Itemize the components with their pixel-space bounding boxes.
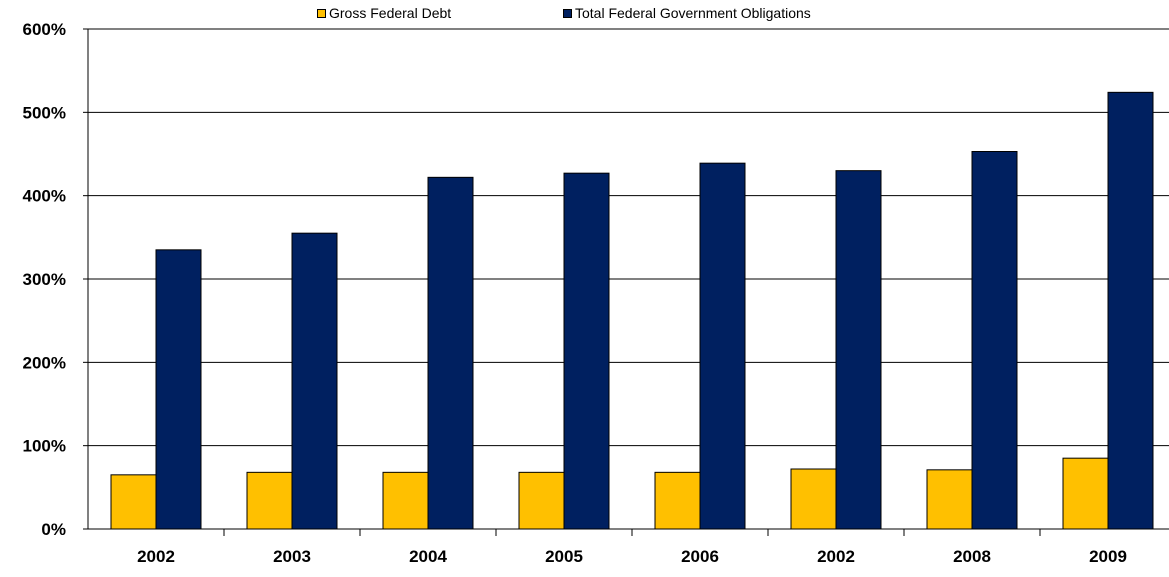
y-tick-label: 400% <box>23 187 66 206</box>
bars <box>110 91 1154 530</box>
y-tick-labels: 0% 100% 200% 300% 400% 500% 600% <box>23 20 66 539</box>
bar-total-federal-government-obligations-2004 <box>427 176 474 530</box>
legend-item-total-obligations: Total Federal Government Obligations <box>563 5 811 21</box>
bar-total-federal-government-obligations-2008 <box>971 151 1018 530</box>
y-tick-label: 200% <box>23 353 66 372</box>
bar-total-federal-government-obligations-2002 <box>835 170 882 530</box>
bar-total-federal-government-obligations-2003 <box>291 232 338 530</box>
legend-label-gross-federal-debt: Gross Federal Debt <box>329 5 452 21</box>
bar-gross-federal-debt-2002 <box>110 474 157 530</box>
x-tick-label: 2002 <box>137 547 175 566</box>
x-tick-label: 2006 <box>681 547 719 566</box>
x-tick-label: 2009 <box>1089 547 1127 566</box>
bar-gross-federal-debt-2004 <box>382 471 429 530</box>
bar-gross-federal-debt-2003 <box>246 471 293 530</box>
y-tick-label: 100% <box>23 437 66 456</box>
axes <box>83 28 1169 536</box>
legend-label-total-obligations: Total Federal Government Obligations <box>575 5 811 21</box>
x-tick-label: 2003 <box>273 547 311 566</box>
y-tick-label: 600% <box>23 20 66 39</box>
x-tick-label: 2004 <box>409 547 447 566</box>
y-tick-label: 0% <box>41 520 66 539</box>
bar-total-federal-government-obligations-2005 <box>563 172 610 530</box>
x-tick-label: 2005 <box>545 547 583 566</box>
legend-swatch-total-obligations <box>563 8 572 18</box>
y-tick-label: 300% <box>23 270 66 289</box>
bar-total-federal-government-obligations-2002 <box>155 249 202 530</box>
bar-gross-federal-debt-2008 <box>926 469 973 530</box>
legend-swatch-gross-federal-debt <box>317 8 326 18</box>
x-tick-label: 2002 <box>817 547 855 566</box>
x-tick-label: 2008 <box>953 547 991 566</box>
bar-gross-federal-debt-2002 <box>790 468 837 530</box>
bar-gross-federal-debt-2005 <box>518 471 565 530</box>
bar-total-federal-government-obligations-2009 <box>1107 91 1154 530</box>
bar-gross-federal-debt-2006 <box>654 471 701 530</box>
bar-total-federal-government-obligations-2006 <box>699 162 746 530</box>
x-tick-labels: 2002 2003 2004 2005 2006 2002 2008 2009 <box>137 547 1127 566</box>
bar-gross-federal-debt-2009 <box>1062 457 1109 530</box>
legend: Gross Federal Debt Total Federal Governm… <box>0 5 1169 25</box>
y-tick-label: 500% <box>23 103 66 122</box>
legend-item-gross-federal-debt: Gross Federal Debt <box>317 5 451 21</box>
